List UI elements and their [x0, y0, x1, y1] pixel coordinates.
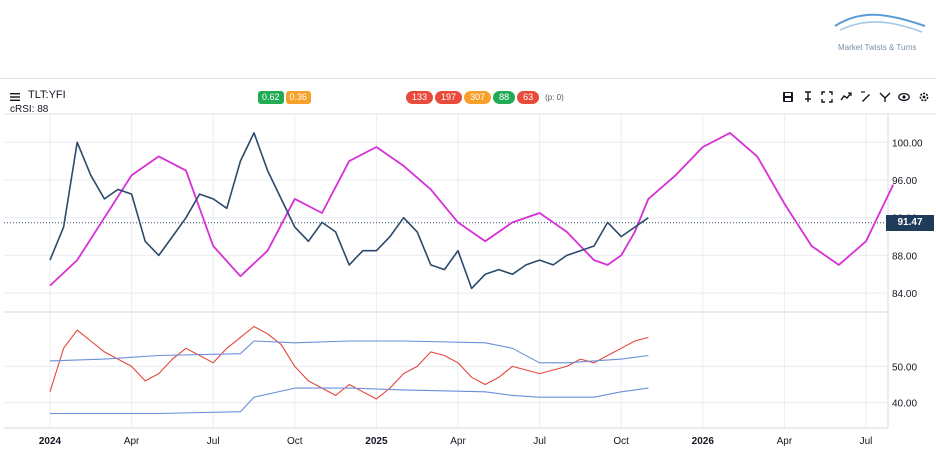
x-tick-label: 2026	[692, 436, 715, 447]
badge-center-2: 307	[464, 90, 492, 104]
badge-center-3: 88	[493, 90, 516, 104]
eye-icon[interactable]	[898, 91, 910, 103]
indicator-label[interactable]: cRSI: 88	[10, 104, 49, 115]
badge-center-1: 197	[435, 90, 463, 104]
price-line	[49, 132, 649, 290]
price-tick-label: 100.00	[892, 138, 923, 149]
x-tick-label: Apr	[124, 436, 140, 447]
symbol-label[interactable]: TLT:YFI	[28, 89, 66, 101]
x-tick-label: 2024	[39, 436, 62, 447]
fullscreen-icon[interactable]	[821, 91, 833, 103]
crsi-line	[49, 325, 649, 400]
x-tick-label: 2025	[365, 436, 388, 447]
draw-icon[interactable]	[860, 91, 872, 103]
last-price-label: 91.47	[886, 215, 934, 231]
crsi-tick-label: 40.00	[892, 399, 917, 410]
x-tick-label: Apr	[777, 436, 793, 447]
upper-band-line	[49, 340, 649, 364]
brand-logo	[834, 13, 926, 33]
header-divider	[0, 78, 936, 79]
badge-suffix: (p: 0)	[545, 92, 564, 102]
crsi-tick-label: 50.00	[892, 362, 917, 373]
price-tick-label: 96.00	[892, 176, 917, 187]
settings-icon[interactable]	[918, 91, 930, 103]
price-tick-label: 88.00	[892, 251, 917, 262]
lower-band-line	[50, 387, 649, 415]
x-tick-label: Jul	[860, 436, 873, 447]
left-badge-group: 0.62 0.36	[258, 90, 313, 104]
pin-icon[interactable]	[802, 91, 814, 103]
price-tick-label: 84.00	[892, 289, 917, 300]
x-tick-label: Jul	[207, 436, 220, 447]
cycle-line	[49, 131, 895, 287]
x-tick-label: Jul	[533, 436, 546, 447]
x-tick-label: Apr	[450, 436, 466, 447]
x-tick-label: Oct	[613, 436, 629, 447]
menu-icon[interactable]	[10, 93, 20, 101]
center-badge-group: 133 197 307 88 63 (p: 0)	[406, 90, 564, 104]
compare-icon[interactable]	[840, 91, 852, 103]
brand-name: Market Twists & Turns	[838, 43, 917, 52]
badge-left-0: 0.62	[258, 90, 284, 104]
save-icon[interactable]	[782, 91, 794, 103]
badge-center-0: 133	[406, 90, 434, 104]
x-tick-label: Oct	[287, 436, 303, 447]
badge-left-1: 0.36	[285, 90, 312, 104]
indicator-icon[interactable]	[879, 91, 891, 103]
badge-center-4: 63	[517, 90, 540, 104]
